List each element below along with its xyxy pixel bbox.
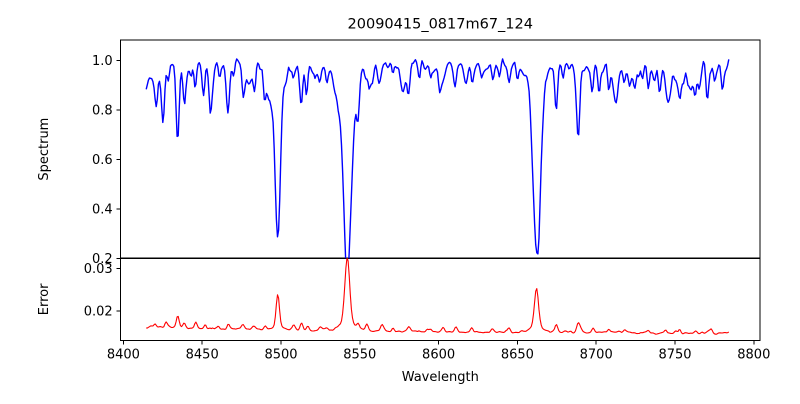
spectrum-y-label: Spectrum <box>37 118 52 181</box>
x-axis-label: Wavelength <box>402 370 479 385</box>
error-y-label: Error <box>37 283 52 315</box>
x-tick-label: 8750 <box>658 348 691 363</box>
x-tick-label: 8400 <box>107 348 140 363</box>
spectrum-line <box>145 58 730 259</box>
x-tick-label: 8500 <box>264 348 297 363</box>
y-tick-label: 0.02 <box>84 304 113 319</box>
x-tick-label: 8650 <box>501 348 534 363</box>
x-tick-label: 8700 <box>580 348 613 363</box>
x-tick-label: 8550 <box>343 348 376 363</box>
x-tick-label: 8450 <box>186 348 219 363</box>
y-tick-label: 0.2 <box>92 252 113 267</box>
x-tick-label: 8800 <box>737 348 770 363</box>
y-tick-label: 0.8 <box>92 103 113 118</box>
y-tick-label: 0.6 <box>92 153 113 168</box>
y-tick-label: 1.0 <box>92 54 113 69</box>
y-tick-label: 0.03 <box>84 262 113 277</box>
chart-title: 20090415_0817m67_124 <box>348 17 533 33</box>
error-line <box>146 258 730 335</box>
error-panel-border <box>120 257 761 341</box>
x-tick-label: 8600 <box>422 348 455 363</box>
y-tick-label: 0.4 <box>92 202 113 217</box>
